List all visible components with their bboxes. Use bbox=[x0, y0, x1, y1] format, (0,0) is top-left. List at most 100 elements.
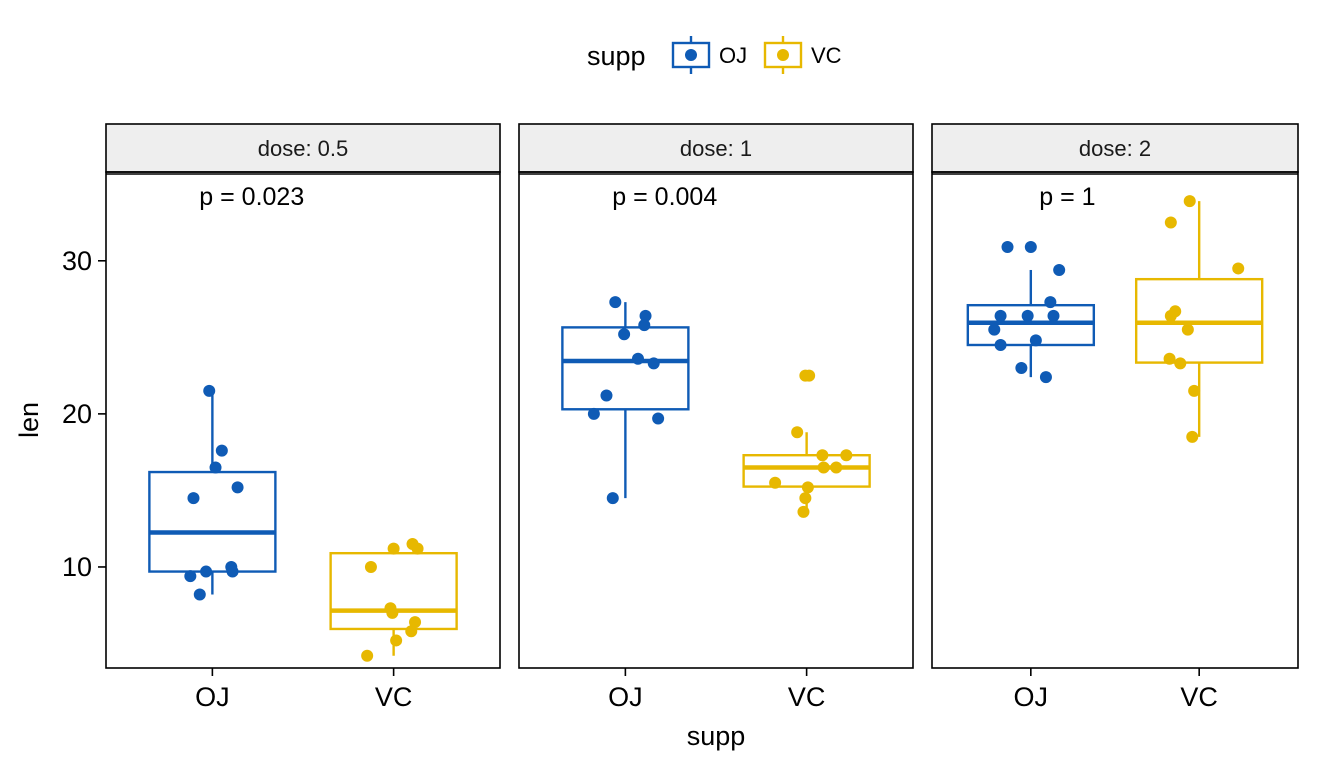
legend-item-label: OJ bbox=[719, 43, 747, 68]
legend-key-oj: OJ bbox=[671, 36, 747, 74]
data-point bbox=[361, 649, 374, 662]
facet-panel: dose: 0.5 p = 0.023 OJ VC bbox=[105, 123, 501, 712]
box-vc bbox=[329, 538, 458, 662]
data-point bbox=[226, 565, 239, 578]
legend-title: supp bbox=[587, 41, 646, 71]
data-point bbox=[631, 352, 644, 365]
facet-strip-label: dose: 0.5 bbox=[258, 136, 349, 161]
data-point bbox=[193, 588, 206, 601]
x-tick-label: VC bbox=[375, 682, 413, 712]
data-point bbox=[797, 505, 810, 518]
data-point bbox=[1181, 323, 1194, 336]
box-vc bbox=[1134, 195, 1264, 443]
data-point bbox=[387, 542, 400, 555]
facet-strip-label: dose: 1 bbox=[680, 136, 752, 161]
p-value-label: p = 1 bbox=[1039, 183, 1095, 211]
iqr-box bbox=[148, 470, 277, 573]
data-point bbox=[1001, 241, 1014, 254]
x-tick-label: OJ bbox=[195, 682, 230, 712]
facet-strip bbox=[105, 123, 501, 173]
data-point bbox=[791, 426, 804, 439]
data-point bbox=[1164, 309, 1177, 322]
data-point bbox=[1186, 430, 1199, 443]
legend-key-point bbox=[685, 49, 697, 61]
data-point bbox=[1044, 296, 1057, 309]
data-point bbox=[1232, 262, 1245, 275]
data-point bbox=[209, 461, 222, 474]
y-tick-label: 20 bbox=[62, 399, 92, 429]
data-point bbox=[600, 389, 613, 402]
data-point bbox=[1029, 334, 1042, 347]
box-oj bbox=[148, 384, 277, 601]
data-point bbox=[184, 570, 197, 583]
data-point bbox=[994, 338, 1007, 351]
panel-border bbox=[518, 171, 914, 669]
data-point bbox=[638, 319, 651, 332]
data-point bbox=[200, 565, 213, 578]
data-point bbox=[1174, 357, 1187, 370]
panel-border bbox=[105, 171, 501, 669]
data-point bbox=[405, 625, 418, 638]
data-point bbox=[799, 492, 812, 505]
data-point bbox=[1188, 384, 1201, 397]
p-value-label: p = 0.023 bbox=[199, 183, 304, 211]
panels: dose: 0.5 p = 0.023 OJ VC dose: 1 p = 0.004 OJ… bbox=[105, 123, 1299, 712]
data-point bbox=[988, 323, 1001, 336]
panel-border bbox=[931, 171, 1299, 669]
y-tick-label: 30 bbox=[62, 246, 92, 276]
facet-panel: dose: 2 p = 1 OJ VC bbox=[931, 123, 1299, 712]
data-point bbox=[639, 309, 652, 322]
data-point bbox=[769, 476, 782, 489]
data-point bbox=[390, 634, 403, 647]
legend-key-vc: VC bbox=[763, 36, 842, 74]
data-point bbox=[606, 492, 619, 505]
data-point bbox=[1163, 352, 1176, 365]
data-point bbox=[187, 492, 200, 505]
legend-item-label: VC bbox=[811, 43, 842, 68]
x-tick-label: OJ bbox=[608, 682, 643, 712]
data-point bbox=[830, 461, 843, 474]
data-point bbox=[801, 481, 814, 494]
box-vc bbox=[742, 369, 871, 518]
data-point bbox=[647, 357, 660, 370]
data-point bbox=[364, 560, 377, 573]
data-point bbox=[652, 412, 665, 425]
data-point bbox=[1183, 195, 1196, 208]
data-point bbox=[409, 616, 422, 629]
data-point bbox=[618, 328, 631, 341]
data-point bbox=[231, 481, 244, 494]
x-tick-label: VC bbox=[788, 682, 826, 712]
facet-strip-label: dose: 2 bbox=[1079, 136, 1151, 161]
facet-panel: dose: 1 p = 0.004 OJ VC bbox=[518, 123, 914, 712]
data-point bbox=[203, 384, 216, 397]
box-oj bbox=[561, 296, 690, 505]
legend: supp OJ VC bbox=[587, 36, 842, 74]
y-axis: 10 20 30 bbox=[62, 246, 106, 582]
data-point bbox=[1164, 216, 1177, 229]
x-tick-label: VC bbox=[1180, 682, 1218, 712]
facet-strip bbox=[518, 123, 914, 173]
data-point bbox=[411, 542, 424, 555]
y-tick-label: 10 bbox=[62, 552, 92, 582]
y-axis-title: len bbox=[14, 402, 44, 438]
data-point bbox=[1015, 361, 1028, 374]
facet-strip bbox=[931, 123, 1299, 173]
data-point bbox=[840, 449, 853, 462]
p-value-label: p = 0.004 bbox=[612, 183, 717, 211]
x-tick-label: OJ bbox=[1014, 682, 1049, 712]
data-point bbox=[609, 296, 622, 309]
data-point bbox=[803, 369, 816, 382]
data-point bbox=[215, 444, 228, 457]
iqr-box bbox=[561, 326, 690, 411]
data-point bbox=[1021, 309, 1034, 322]
data-point bbox=[386, 606, 399, 619]
x-axis-title: supp bbox=[687, 721, 746, 751]
data-point bbox=[816, 449, 829, 462]
legend-key-point bbox=[777, 49, 789, 61]
data-point bbox=[1047, 309, 1060, 322]
data-point bbox=[1039, 371, 1052, 384]
data-point bbox=[1024, 241, 1037, 254]
box-oj bbox=[966, 241, 1096, 384]
data-point bbox=[994, 309, 1007, 322]
